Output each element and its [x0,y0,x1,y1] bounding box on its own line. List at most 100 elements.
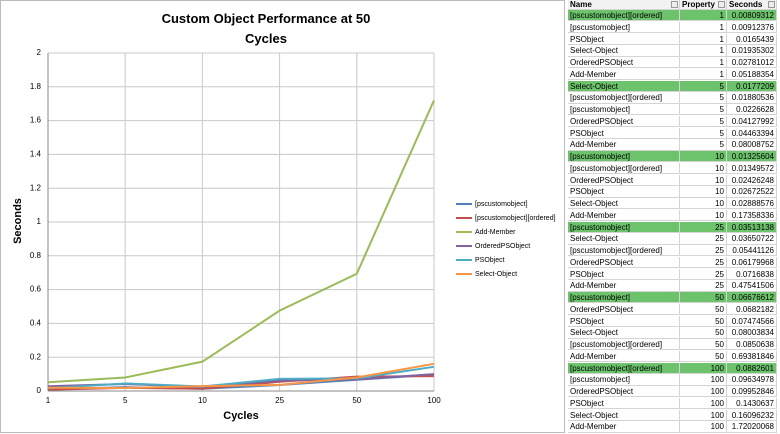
y-tick-label: 0.8 [30,251,42,260]
table-cell: Select-Object [568,45,680,57]
table-cell: 100 [680,374,727,386]
table-cell: PSObject [568,186,680,198]
table-cell: 0.09634978 [727,374,777,386]
table-cell: Add-Member [568,280,680,292]
legend-label: Add-Member [475,229,516,236]
table-cell: OrderedPSObject [568,174,680,186]
table-cell: PSObject [568,127,680,139]
table-cell: [pscustomobject][ordered] [568,10,680,22]
y-tick-label: 1.2 [30,183,42,192]
legend-label: Select-Object [475,271,517,278]
table-cell: 0.09952846 [727,386,777,398]
table-cell: 0.47541506 [727,280,777,292]
table-cell: Select-Object [568,327,680,339]
table-cell: Add-Member [568,209,680,222]
y-tick-label: 0.2 [30,352,42,361]
y-tick-label: 1.8 [30,82,42,91]
table-cell: 25 [680,256,727,269]
table-cell: Add-Member [568,421,680,433]
table-cell: 0.0882601 [727,362,777,374]
table-cell: 0.04127992 [727,115,777,128]
column-header: Name [568,0,680,10]
table-cell: 0.02672522 [727,186,777,198]
filter-button[interactable] [718,1,725,8]
table-cell: [pscustomobject] [568,292,680,304]
table-cell: 0.69381846 [727,350,777,363]
table-cell: 0.01935302 [727,45,777,57]
table-cell: 0.05188354 [727,68,777,81]
table-cell: 0.0716838 [727,268,777,280]
table-cell: 0.03513138 [727,221,777,233]
chart-panel: 0 0.2 0.4 0.6 0.8 1 1.2 1.4 1.6 1.8 2 1 5 10 25 50 100 Cy… [0,0,565,433]
table-cell: 1 [680,10,727,22]
table-cell: Select-Object [568,198,680,210]
table-cell: 5 [680,115,727,128]
table-cell: 25 [680,221,727,233]
table-cell: 0.0226628 [727,104,777,116]
table-cell: 0.07474566 [727,315,777,327]
table-cell: 50 [680,315,727,327]
table-cell: 1 [680,57,727,69]
table-cell: 10 [680,198,727,210]
table-cell: OrderedPSObject [568,386,680,398]
table-cell: 0.0850638 [727,339,777,351]
table-cell: PSObject [568,397,680,410]
legend-label: OrderedPSObject [475,243,530,250]
table-cell: 0.08003834 [727,327,777,339]
series-line [47,362,435,390]
series-line [47,99,435,384]
table-cell: 1 [680,21,727,34]
table-cell: 1 [680,45,727,57]
table-cell: OrderedPSObject [568,303,680,316]
table-cell: 50 [680,327,727,339]
table-cell: [pscustomobject] [568,21,680,34]
table-cell: 50 [680,303,727,316]
table-cell: PSObject [568,315,680,327]
table-cell: 0.02426248 [727,174,777,186]
table-cell: 0.06676612 [727,292,777,304]
table-cell: 100 [680,362,727,374]
table-cell: 100 [680,421,727,433]
table-cell: 0.06179968 [727,256,777,269]
table-cell: OrderedPSObject [568,256,680,269]
table-cell: 5 [680,92,727,104]
table-cell: Add-Member [568,139,680,151]
table-cell: 50 [680,292,727,304]
table-cell: 10 [680,151,727,163]
y-tick-label: 1 [37,217,42,226]
table-cell: 0.05441126 [727,245,777,257]
table-cell: 50 [680,339,727,351]
table-cell: 25 [680,233,727,245]
table-cell: Add-Member [568,350,680,363]
table-cell: 0.02888576 [727,198,777,210]
y-tick-label: 1.6 [30,116,42,125]
filter-button[interactable] [768,1,775,8]
x-tick-label: 10 [198,396,207,405]
table-cell: 100 [680,409,727,421]
data-table: Name Property Seconds [pscustomobject][orde… [568,0,780,433]
table-cell: 0.08008752 [727,139,777,151]
table-cell: PSObject [568,33,680,45]
table-cell: 0.01325604 [727,151,777,163]
y-tick-label: 1.4 [30,150,42,159]
table-cell: [pscustomobject][ordered] [568,339,680,351]
table-cell: 10 [680,186,727,198]
filter-button[interactable] [671,1,678,8]
table-cell: 100 [680,397,727,410]
table-cell: OrderedPSObject [568,57,680,69]
series-line [47,365,435,390]
table-cell: 1 [680,33,727,45]
chart-title: Custom Object Performance at 50 Cycles [161,11,371,46]
table-cell: [pscustomobject] [568,374,680,386]
table-cell: 0.00912376 [727,21,777,34]
x-axis-title: Cycles [223,410,258,422]
y-tick-label: 0.6 [30,285,42,294]
x-tick-label: 100 [427,396,441,405]
table-cell: 0.16096232 [727,409,777,421]
y-tick-label: 0 [37,386,42,395]
table-cell: Add-Member [568,68,680,81]
x-tick-label: 1 [46,396,51,405]
column-header: Property [680,0,727,10]
table-cell: 0.1430637 [727,397,777,410]
table-cell: 0.17358336 [727,209,777,222]
